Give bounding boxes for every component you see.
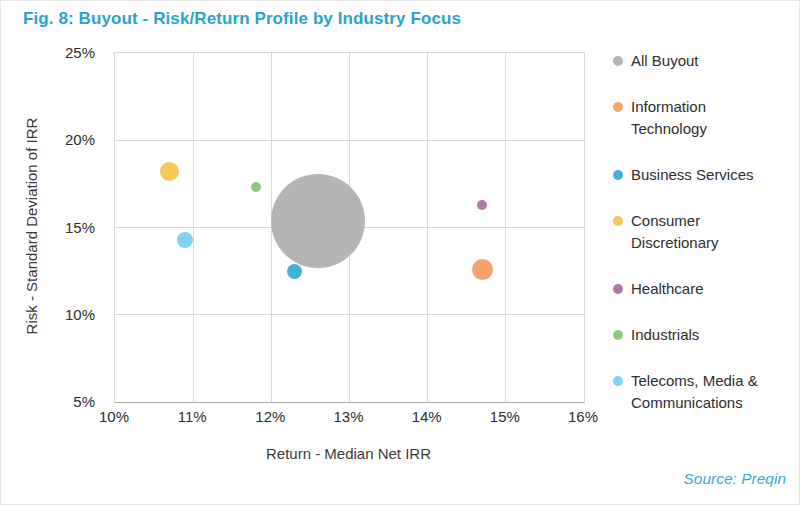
source-note: Source: Preqin	[683, 470, 786, 488]
y-tick-label: 25%	[65, 44, 95, 61]
x-tick-label: 10%	[99, 408, 129, 425]
legend-label: Business Services	[631, 164, 781, 186]
figure: Fig. 8: Buyout - Risk/Return Profile by …	[0, 0, 800, 505]
bubble-telecoms-media-communications	[177, 232, 193, 248]
x-axis-title: Return - Median Net IRR	[114, 445, 583, 462]
legend-label: Information Technology	[631, 96, 781, 140]
legend-label: Healthcare	[631, 278, 781, 300]
x-tick-label: 16%	[568, 408, 598, 425]
bubble-business-services	[287, 264, 302, 279]
bubble-all-buyout	[271, 174, 365, 268]
gridline-horizontal	[115, 140, 584, 141]
legend-swatch-icon	[613, 330, 623, 340]
legend-item-information-technology: Information Technology	[613, 96, 789, 140]
x-tick-label: 12%	[255, 408, 285, 425]
bubble-healthcare	[477, 200, 487, 210]
bubble-consumer-discretionary	[160, 162, 179, 181]
y-tick-label: 5%	[73, 393, 95, 410]
legend-item-consumer-discretionary: Consumer Discretionary	[613, 210, 789, 254]
legend-swatch-icon	[613, 170, 623, 180]
figure-title: Fig. 8: Buyout - Risk/Return Profile by …	[23, 9, 461, 29]
legend-item-telecoms-media-communications: Telecoms, Media & Communications	[613, 370, 789, 414]
legend-swatch-icon	[613, 56, 623, 66]
x-tick-label: 11%	[178, 408, 207, 425]
x-tick-label: 15%	[490, 408, 520, 425]
bubble-industrials	[251, 182, 261, 192]
y-tick-label: 10%	[65, 305, 95, 322]
legend-label: Industrials	[631, 324, 781, 346]
legend-item-healthcare: Healthcare	[613, 278, 789, 300]
x-tick-label: 14%	[412, 408, 442, 425]
gridline-horizontal	[115, 314, 584, 315]
y-tick-label: 20%	[65, 131, 95, 148]
legend-label: Telecoms, Media & Communications	[631, 370, 781, 414]
legend-item-all-buyout: All Buyout	[613, 50, 789, 72]
bubble-information-technology	[472, 259, 493, 280]
legend: All Buyout Information Technology Business…	[613, 50, 789, 414]
y-axis-tick-labels: 5%10%15%20%25%	[1, 52, 101, 401]
legend-label: All Buyout	[631, 50, 781, 72]
x-axis-tick-labels: 10%11%12%13%14%15%16%	[114, 408, 583, 430]
legend-swatch-icon	[613, 216, 623, 226]
legend-item-industrials: Industrials	[613, 324, 789, 346]
plot-area	[114, 52, 585, 403]
legend-swatch-icon	[613, 284, 623, 294]
x-tick-label: 13%	[333, 408, 363, 425]
legend-item-business-services: Business Services	[613, 164, 789, 186]
legend-swatch-icon	[613, 102, 623, 112]
legend-swatch-icon	[613, 376, 623, 386]
legend-label: Consumer Discretionary	[631, 210, 781, 254]
y-tick-label: 15%	[65, 218, 95, 235]
